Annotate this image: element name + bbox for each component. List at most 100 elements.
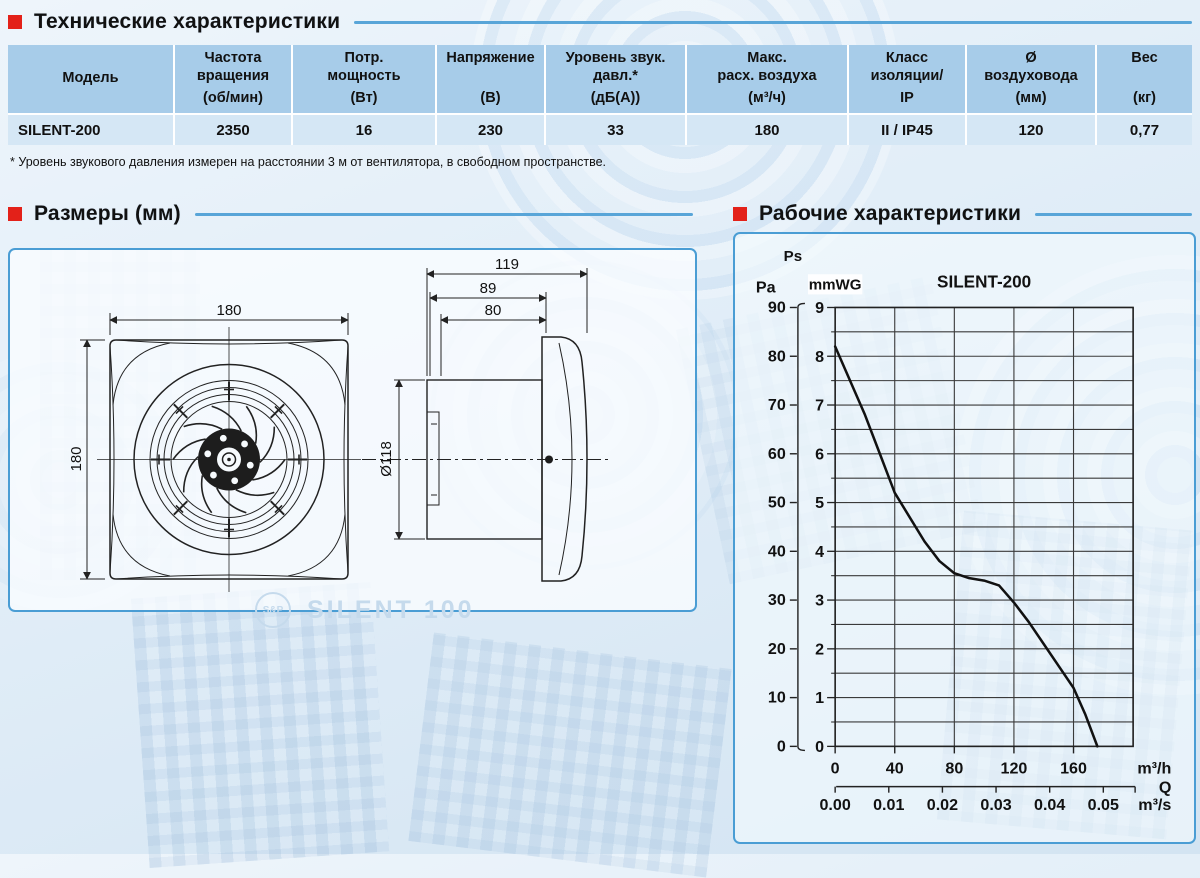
table-cell-value: 230 [437,115,544,145]
watermark-text: SILENT 100 [307,595,475,624]
chart-label: 50 [768,494,786,512]
hub-slot [231,477,239,485]
sp-logo-icon: S&P [255,592,291,628]
footnote: * Уровень звукового давления измерен на … [10,155,607,169]
fan-blade [182,456,199,493]
chart-label: Ps [784,248,802,265]
divider-line [1035,212,1192,216]
section-title: Размеры (мм) [34,202,181,225]
brand-watermark: S&P SILENT 100 [255,592,475,628]
section-title: Технические характеристики [34,10,341,33]
table-cell-value: 33 [546,115,685,145]
chart-label: 2 [815,640,824,658]
table-cell-model: SILENT-200 [8,115,173,145]
table-cell-value: 180 [687,115,847,145]
divider-line [354,20,1192,24]
chart-label: m³/s [1138,796,1171,814]
table-header-cell: Напряжение (В) [437,45,544,113]
grille-spoke [270,403,285,419]
chart-label: 70 [768,396,786,414]
fan-blade [216,487,247,514]
chart-label: Q [1159,779,1172,797]
chart-label: 10 [768,689,786,707]
chart-label: 8 [815,348,824,366]
fan-blade [259,426,276,463]
red-square-bullet-icon [733,207,747,221]
chart-label: 0.03 [980,796,1011,814]
pa-axis-bracket [797,302,805,752]
fan-technical-drawing: 180 180 119 89 [68,256,610,592]
chart-label: 120 [1000,760,1027,778]
hub-slot [210,471,217,479]
chart-label: 40 [768,542,786,560]
table-header-cell: Модель [8,45,173,113]
hub-slot [241,440,248,448]
side-view [362,268,610,582]
performance-panel: 90 80 70 60 50 40 30 20 10 0 9 8 7 6 5 4 3 2 1 0 0 40 80 120 160… [733,232,1196,844]
dim-side-inner-depth: 80 [485,302,502,319]
fan-curve [833,345,1099,748]
table-header-cell: Потр. мощность (Вт) [293,45,435,113]
chart-label: 5 [815,494,824,512]
chart-label: 0.05 [1088,796,1119,814]
front-view [80,313,361,592]
chart-label: 0 [777,737,786,755]
fan-blades [151,381,307,538]
chart-label: 0.01 [873,796,904,814]
table-cell-value: 120 [967,115,1095,145]
chart-label: 40 [886,760,904,778]
red-square-bullet-icon [8,15,22,29]
section-header-performance: Рабочие характеристики [733,202,1192,226]
table-header-cell: Вес (кг) [1097,45,1192,113]
chart-label: Pa [756,278,777,296]
table-cell-value: II / IP45 [849,115,965,145]
table-header-cell: Макс. расх. воздуха (м³/ч) [687,45,847,113]
chart-label: 0.02 [927,796,958,814]
chart-title: SILENT-200 [937,272,1031,291]
grille-spoke [173,500,188,516]
chart-label: 80 [945,760,963,778]
table-cell-value: 16 [293,115,435,145]
table-cell-value: 2350 [175,115,291,145]
hub-slot [246,461,254,469]
fan-blade [172,438,206,460]
chart-label: 60 [768,445,786,463]
dimensions-panel: 180 180 119 89 [8,248,697,628]
fan-blade [211,405,242,432]
fan-blade [245,405,258,444]
table-cell-value: 0,77 [1097,115,1192,145]
fan-blade [183,422,223,430]
dim-front-height: 180 [68,446,85,471]
chart-label: 160 [1060,760,1087,778]
dim-front-width: 180 [216,302,241,319]
chart-label: 7 [815,397,824,415]
red-square-bullet-icon [8,207,22,221]
chart-label: 3 [815,592,824,610]
dim-duct-diameter: Ø118 [378,441,395,477]
fan-blade [235,489,275,497]
background-building-decoration [408,632,732,878]
hub-slot [219,434,227,442]
chart-label: 20 [768,640,786,658]
grille-spoke [173,403,188,419]
chart-label: 90 [768,299,786,317]
chart-label: m³/h [1137,760,1171,778]
spec-table: Модель Частота вращения (об/мин) Потр. мощнос… [8,45,1192,145]
section-title: Рабочие характеристики [759,202,1022,225]
grille-spoke [270,500,285,516]
chart-label: 0 [831,760,840,778]
mmwg-label-bg [807,274,863,295]
chart-label: 4 [815,543,824,561]
chart-label: 30 [768,591,786,609]
chart-label: 1 [815,689,824,707]
dim-side-mid-depth: 89 [480,280,497,297]
section-header-dimensions: Размеры (мм) [8,202,693,226]
divider-line [194,212,693,216]
chart-label: 0.00 [819,796,850,814]
chart-label: 0 [815,738,824,756]
fan-blade [200,475,213,514]
chart-label: 0.04 [1034,796,1065,814]
chart-label: 80 [768,347,786,365]
